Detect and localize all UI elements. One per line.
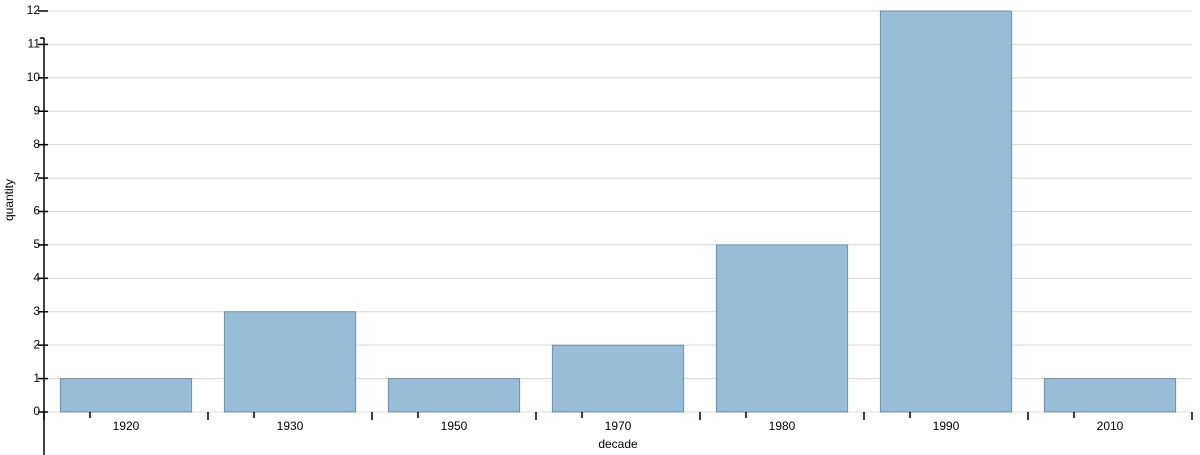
x-tick-label: 1920 <box>113 419 140 433</box>
x-tick-label: 2010 <box>1097 419 1124 433</box>
y-tick-label: 6 <box>33 204 40 218</box>
x-tick-label: 1950 <box>441 419 468 433</box>
x-tick-label: 1980 <box>769 419 796 433</box>
x-tick-label: 1990 <box>933 419 960 433</box>
y-tick-label: 12 <box>27 3 41 17</box>
bar <box>715 244 849 413</box>
y-tick-label: 0 <box>33 404 40 418</box>
y-tick-label: 10 <box>27 70 41 84</box>
y-axis-label: quantity <box>2 179 16 221</box>
y-tick-label: 4 <box>33 271 40 285</box>
bar <box>59 378 193 413</box>
y-tick-label: 7 <box>33 170 40 184</box>
y-tick-label: 8 <box>33 137 40 151</box>
y-tick-label: 11 <box>28 37 41 51</box>
bar <box>551 344 685 413</box>
y-tick-label: 1 <box>33 371 40 385</box>
y-tick-label: 5 <box>33 237 40 251</box>
x-axis-label: decade <box>598 437 638 451</box>
y-tick-label: 3 <box>33 304 40 318</box>
x-tick-label: 1930 <box>277 419 304 433</box>
bar <box>387 378 521 413</box>
bar <box>1043 378 1177 413</box>
bar <box>879 10 1013 413</box>
x-tick-label: 1970 <box>605 419 632 433</box>
bar <box>223 311 357 413</box>
y-tick-label: 2 <box>33 337 40 351</box>
y-tick-label: 9 <box>33 103 40 117</box>
